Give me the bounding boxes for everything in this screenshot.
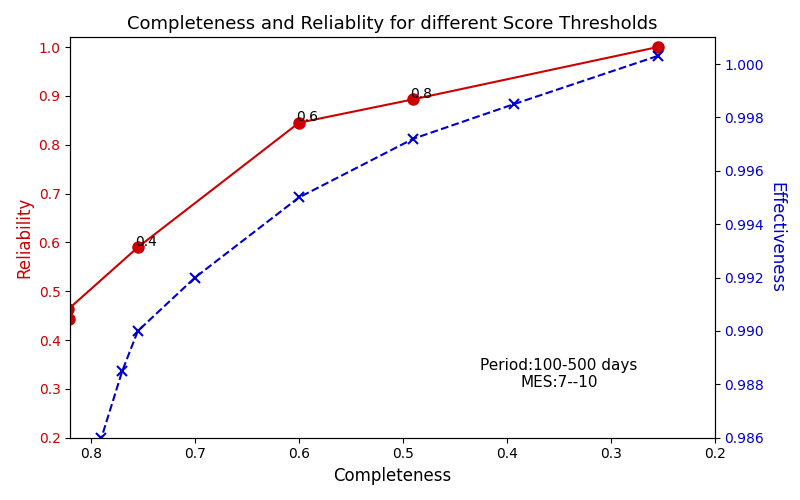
Text: Period:100-500 days
MES:7--10: Period:100-500 days MES:7--10 (480, 358, 638, 390)
Y-axis label: Effectiveness: Effectiveness (767, 182, 785, 293)
Text: 0.6: 0.6 (296, 110, 318, 124)
Text: 0.8: 0.8 (410, 87, 432, 101)
Y-axis label: Reliability: Reliability (15, 197, 33, 278)
X-axis label: Completeness: Completeness (334, 467, 452, 485)
Text: 0.2: 0.2 (0, 499, 1, 500)
Title: Completeness and Reliablity for different Score Thresholds: Completeness and Reliablity for differen… (127, 15, 658, 33)
Text: 0.0: 0.0 (0, 499, 1, 500)
Text: 0.4: 0.4 (134, 235, 157, 249)
